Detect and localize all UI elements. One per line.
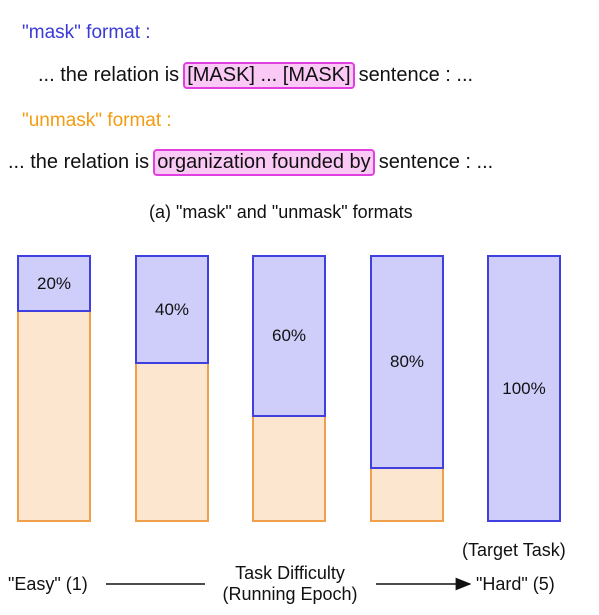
axis-title-line2: (Running Epoch) — [215, 584, 365, 605]
axis-title-line1: Task Difficulty — [215, 563, 365, 584]
axis-title: Task Difficulty (Running Epoch) — [215, 563, 365, 605]
hard-label: "Hard" (5) — [476, 574, 555, 595]
